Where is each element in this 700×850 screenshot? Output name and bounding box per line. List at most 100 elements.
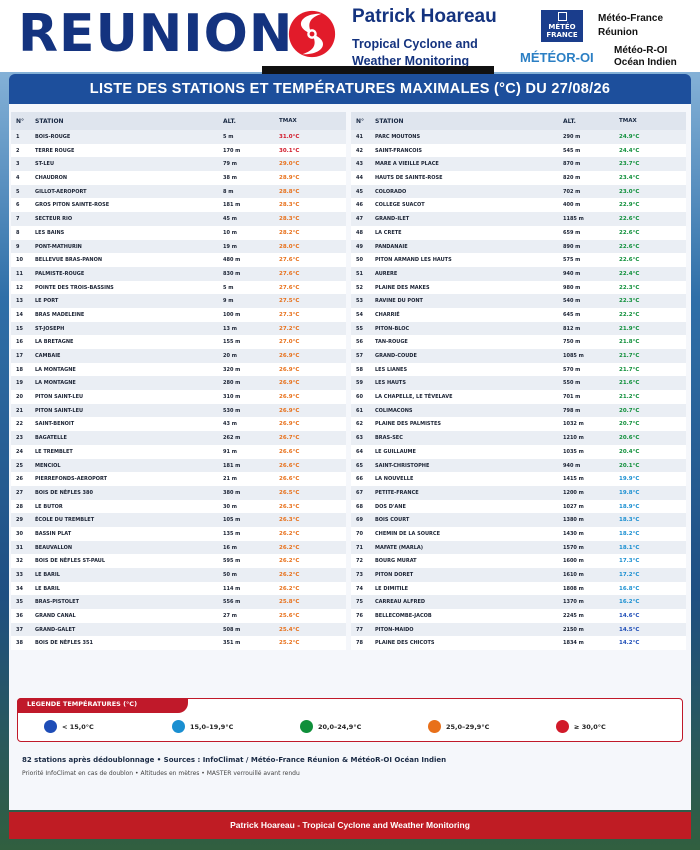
- station-tmax: 24.4°C: [619, 147, 640, 154]
- station-altitude: 798 m: [563, 407, 581, 414]
- table-row: 53 RAVINE DU PONT 540 m 22.3°C: [351, 294, 686, 308]
- station-altitude: 2150 m: [563, 626, 584, 633]
- station-name: LES BAINS: [35, 229, 65, 236]
- col-tmax: TMAX: [619, 118, 637, 124]
- legend-title: LEGENDE TEMPÉRATURES (°C): [17, 698, 188, 713]
- station-altitude: 262 m: [223, 435, 241, 442]
- station-name: BRAS-PISTOLET: [35, 599, 80, 606]
- station-tmax: 26.6°C: [279, 462, 300, 469]
- table-row: 61 COLIMACONS 798 m 20.7°C: [351, 403, 686, 418]
- station-tmax: 25.4°C: [279, 626, 300, 633]
- station-number: 69: [356, 517, 363, 524]
- station-tmax: 21.7°C: [619, 366, 640, 373]
- brand-subtitle: Tropical Cyclone and Weather Monitoring: [352, 37, 478, 68]
- station-number: 11: [16, 270, 23, 277]
- station-number: 45: [356, 188, 363, 195]
- station-name: BEAUVALLON: [35, 544, 73, 551]
- station-number: 2: [16, 147, 20, 154]
- table-row: 3 ST-LEU 79 m 29.0°C: [11, 157, 346, 172]
- station-altitude: 750 m: [563, 339, 581, 346]
- table-row: 43 MARE A VIEILLE PLACE 870 m 23.7°C: [351, 157, 686, 172]
- legend-dot-icon: [428, 720, 441, 733]
- station-tmax: 22.3°C: [619, 284, 640, 291]
- table-row: 20 PITON SAINT-LEU 310 m 26.9°C: [11, 390, 346, 404]
- meteo-france-mark-icon: [557, 12, 567, 21]
- station-name: MAFATE (MARLA): [375, 544, 424, 551]
- table-row: 52 PLAINE DES MAKES 980 m 22.3°C: [351, 280, 686, 295]
- station-name: COLORADO: [375, 188, 407, 195]
- region-title: REUNION: [18, 4, 294, 64]
- station-altitude: 135 m: [223, 530, 241, 537]
- table-row: 4 CHAUDRON 38 m 28.9°C: [11, 171, 346, 185]
- station-name: GRAND-ILET: [375, 216, 410, 223]
- station-altitude: 1032 m: [563, 421, 584, 428]
- station-tmax: 26.9°C: [279, 366, 300, 373]
- station-tmax: 21.7°C: [619, 353, 640, 359]
- station-tmax: 25.6°C: [279, 613, 300, 620]
- station-altitude: 30 m: [223, 503, 237, 510]
- station-name: PARC MOUTONS: [375, 134, 421, 140]
- station-tmax: 19.9°C: [619, 476, 640, 483]
- station-name: PLAINE DES CHICOTS: [375, 640, 435, 647]
- legend-label: ≥ 30,0°C: [574, 723, 606, 731]
- table-row: 1 BOIS-ROUGE 5 m 31.0°C: [11, 130, 346, 144]
- station-tmax: 26.9°C: [279, 394, 300, 401]
- station-name: MENCIOL: [35, 462, 61, 469]
- station-name: CHEMIN DE LA SOURCE: [375, 530, 440, 537]
- station-name: PIERREFONDS-AEROPORT: [35, 476, 108, 483]
- station-name: LE BARIL: [35, 572, 60, 578]
- station-number: 4: [16, 175, 20, 182]
- table-row: 11 PALMISTE-ROUGE 830 m 27.6°C: [11, 266, 346, 281]
- station-altitude: 1380 m: [563, 517, 584, 524]
- station-number: 51: [356, 270, 363, 277]
- station-altitude: 1600 m: [563, 558, 584, 565]
- table-row: 60 LA CHAPELLE, LE TÉVELAVE 701 m 21.2°C: [351, 390, 686, 404]
- station-number: 9: [16, 243, 20, 250]
- table-row: 10 BELLEVUE BRAS-PANON 480 m 27.6°C: [11, 253, 346, 267]
- station-tmax: 22.6°C: [619, 243, 640, 250]
- table-row: 34 LE BARIL 114 m 26.2°C: [11, 581, 346, 596]
- station-number: 24: [16, 448, 23, 455]
- table-row: 67 PETITE-FRANCE 1200 m 19.8°C: [351, 485, 686, 500]
- table-row: 51 AURERE 940 m 22.4°C: [351, 266, 686, 281]
- station-altitude: 280 m: [223, 380, 241, 387]
- station-altitude: 530 m: [223, 407, 241, 414]
- station-tmax: 26.2°C: [279, 558, 300, 565]
- table-row: 37 GRAND-GALET 508 m 25.4°C: [11, 622, 346, 637]
- col-altitude: ALT.: [223, 118, 236, 125]
- station-number: 25: [16, 462, 23, 469]
- table-row: 66 LA NOUVELLE 1415 m 19.9°C: [351, 472, 686, 486]
- table-row: 16 LA BRETAGNE 155 m 27.0°C: [11, 335, 346, 349]
- station-altitude: 79 m: [223, 161, 237, 168]
- station-altitude: 155 m: [223, 339, 241, 346]
- table-row: 56 TAN-ROUGE 750 m 21.8°C: [351, 335, 686, 349]
- station-number: 1: [16, 134, 20, 140]
- station-altitude: 1210 m: [563, 435, 584, 442]
- table-row: 26 PIERREFONDS-AEROPORT 21 m 26.6°C: [11, 472, 346, 486]
- station-tmax: 26.2°C: [279, 544, 300, 551]
- station-number: 50: [356, 257, 363, 264]
- station-name: LA MONTAGNE: [35, 366, 76, 373]
- station-tmax: 26.2°C: [279, 585, 300, 592]
- station-name: DOS D'ANE: [375, 503, 406, 510]
- station-altitude: 1808 m: [563, 585, 584, 592]
- col-number: N°: [356, 118, 365, 125]
- station-name: GRAND CANAL: [35, 613, 76, 620]
- table-row: 36 GRAND CANAL 27 m 25.6°C: [11, 609, 346, 623]
- station-number: 29: [16, 517, 23, 524]
- station-tmax: 25.2°C: [279, 640, 300, 647]
- meteor-oi-logo: MÉTÉOR-OI: [520, 50, 594, 65]
- table-row: 31 BEAUVALLON 16 m 26.2°C: [11, 540, 346, 555]
- station-altitude: 21 m: [223, 476, 237, 483]
- station-number: 54: [356, 311, 363, 318]
- station-altitude: 45 m: [223, 216, 237, 223]
- station-number: 47: [356, 216, 363, 223]
- station-tmax: 28.2°C: [279, 229, 300, 236]
- station-number: 63: [356, 435, 363, 442]
- station-number: 41: [356, 134, 363, 140]
- station-tmax: 24.9°C: [619, 134, 640, 140]
- legend-label: 15,0–19,9°C: [190, 723, 234, 731]
- table-row: 48 LA CRETE 659 m 22.6°C: [351, 225, 686, 240]
- station-tmax: 14.2°C: [619, 640, 640, 647]
- table-row: 44 HAUTS DE SAINTE-ROSE 820 m 23.4°C: [351, 171, 686, 185]
